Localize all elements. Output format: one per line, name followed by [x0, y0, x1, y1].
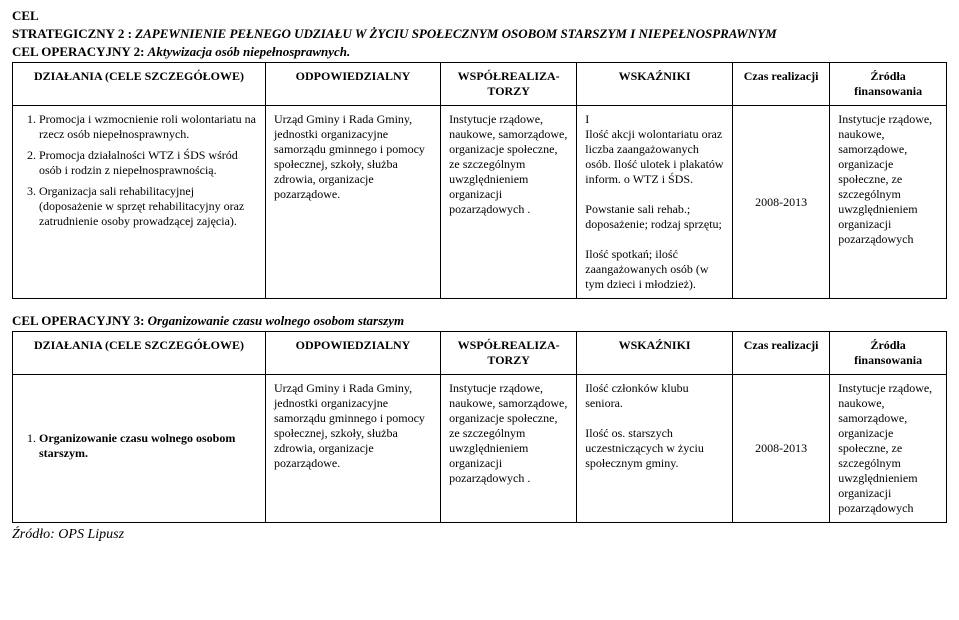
actions-list: Promocja i wzmocnienie roli wolontariatu… — [21, 112, 257, 229]
col-responsible: ODPOWIEDZIALNY — [265, 332, 440, 375]
list-item: Organizacja sali rehabilitacyjnej (dopos… — [39, 184, 257, 229]
strategic-label: STRATEGICZNY 2 : — [12, 26, 132, 41]
table-row: Organizowanie czasu wolnego osobom stars… — [13, 375, 947, 523]
cell-funding: Instytucje rządowe, naukowe, samorządowe… — [830, 375, 947, 523]
col-cooperators: WSPÓŁREALIZA-TORZY — [441, 332, 577, 375]
table-operational-3: DZIAŁANIA (CELE SZCZEGÓŁOWE) ODPOWIEDZIA… — [12, 331, 947, 523]
cell-indicators: I Ilość akcji wolontariatu oraz liczba z… — [577, 106, 733, 299]
cell-actions: Promocja i wzmocnienie roli wolontariatu… — [13, 106, 266, 299]
cell-funding: Instytucje rządowe, naukowe, samorządowe… — [830, 106, 947, 299]
cell-cooperators: Instytucje rządowe, naukowe, samorządowe… — [441, 375, 577, 523]
heading-operational-3: CEL OPERACYJNY 3: Organizowanie czasu wo… — [12, 313, 947, 329]
heading-strategic: STRATEGICZNY 2 : ZAPEWNIENIE PEŁNEGO UDZ… — [12, 26, 947, 42]
operational3-text: Organizowanie czasu wolnego osobom stars… — [148, 313, 404, 328]
strategic-text: ZAPEWNIENIE PEŁNEGO UDZIAŁU W ŻYCIU SPOŁ… — [135, 26, 777, 41]
list-item: Promocja działalności WTZ i ŚDS wśród os… — [39, 148, 257, 178]
cell-actions: Organizowanie czasu wolnego osobom stars… — [13, 375, 266, 523]
col-funding: Źródła finansowania — [830, 63, 947, 106]
col-funding: Źródła finansowania — [830, 332, 947, 375]
cell-cooperators: Instytucje rządowe, naukowe, samorządowe… — [441, 106, 577, 299]
col-responsible: ODPOWIEDZIALNY — [265, 63, 440, 106]
list-item: Promocja i wzmocnienie roli wolontariatu… — [39, 112, 257, 142]
table-operational-2: DZIAŁANIA (CELE SZCZEGÓŁOWE) ODPOWIEDZIA… — [12, 62, 947, 299]
operational2-text: Aktywizacja osób niepełnosprawnych. — [148, 44, 351, 59]
col-actions: DZIAŁANIA (CELE SZCZEGÓŁOWE) — [13, 332, 266, 375]
col-time: Czas realizacji — [732, 63, 829, 106]
heading-cel: CEL — [12, 8, 947, 24]
table-header-row: DZIAŁANIA (CELE SZCZEGÓŁOWE) ODPOWIEDZIA… — [13, 332, 947, 375]
heading-operational-2: CEL OPERACYJNY 2: Aktywizacja osób niepe… — [12, 44, 947, 60]
cell-time: 2008-2013 — [732, 106, 829, 299]
cell-responsible: Urząd Gminy i Rada Gminy, jednostki orga… — [265, 375, 440, 523]
col-indicators: WSKAŹNIKI — [577, 63, 733, 106]
operational2-label: CEL OPERACYJNY 2: — [12, 44, 144, 59]
col-actions: DZIAŁANIA (CELE SZCZEGÓŁOWE) — [13, 63, 266, 106]
cell-indicators: Ilość członków klubu seniora. Ilość os. … — [577, 375, 733, 523]
cell-responsible: Urząd Gminy i Rada Gminy, jednostki orga… — [265, 106, 440, 299]
col-indicators: WSKAŹNIKI — [577, 332, 733, 375]
operational3-label: CEL OPERACYJNY 3: — [12, 313, 144, 328]
col-time: Czas realizacji — [732, 332, 829, 375]
col-cooperators: WSPÓŁREALIZA-TORZY — [441, 63, 577, 106]
list-item: Organizowanie czasu wolnego osobom stars… — [39, 431, 257, 461]
table-row: Promocja i wzmocnienie roli wolontariatu… — [13, 106, 947, 299]
cell-time: 2008-2013 — [732, 375, 829, 523]
table-header-row: DZIAŁANIA (CELE SZCZEGÓŁOWE) ODPOWIEDZIA… — [13, 63, 947, 106]
actions-list: Organizowanie czasu wolnego osobom stars… — [21, 431, 257, 461]
action-text: Organizowanie czasu wolnego osobom stars… — [39, 431, 235, 460]
source-note: Źródło: OPS Lipusz — [12, 527, 947, 543]
